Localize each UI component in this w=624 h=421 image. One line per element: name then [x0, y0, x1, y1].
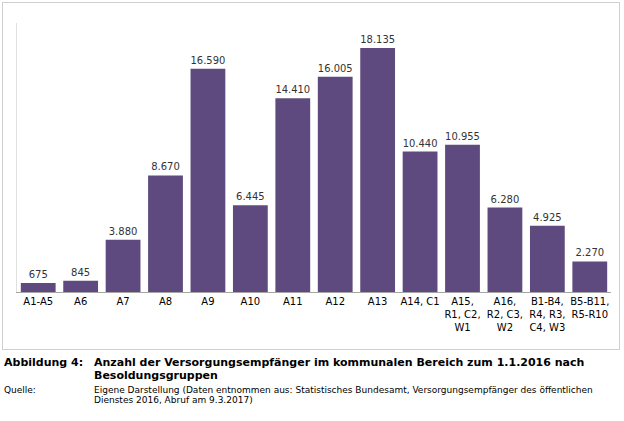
svg-text:A6: A6	[74, 296, 87, 307]
svg-text:16.005: 16.005	[318, 63, 353, 74]
svg-text:A8: A8	[159, 296, 172, 307]
svg-text:6.280: 6.280	[491, 194, 520, 205]
svg-text:A15,R1, C2,W1: A15,R1, C2,W1	[444, 296, 480, 333]
html-text:Eigene Darstellung (Daten entn: Eigene Darstellung (Daten entnommen aus:…	[94, 385, 593, 405]
html-text:Abbildung 4:: Abbildung 4:	[4, 356, 84, 369]
svg-text:A9: A9	[201, 296, 214, 307]
html-text:Quelle:: Quelle:	[4, 385, 36, 395]
svg-text:4.925: 4.925	[533, 212, 562, 223]
svg-text:A12: A12	[325, 296, 345, 307]
svg-text:675: 675	[29, 269, 48, 280]
svg-text:B1-B4,R4, R3,C4, W3: B1-B4,R4, R3,C4, W3	[529, 296, 565, 333]
html-text:Anzahl der Versorgungsempfänge: Anzahl der Versorgungsempfänger im kommu…	[94, 356, 585, 382]
svg-text:10.440: 10.440	[403, 138, 438, 149]
svg-text:A16,R2, C3,W2: A16,R2, C3,W2	[487, 296, 523, 333]
svg-text:A1-A5: A1-A5	[23, 296, 53, 307]
svg-text:14.410: 14.410	[275, 84, 310, 95]
svg-text:B5-B11,R5-R10: B5-B11,R5-R10	[570, 296, 609, 320]
svg-text:18.135: 18.135	[360, 34, 395, 45]
svg-text:2.270: 2.270	[575, 247, 604, 258]
svg-text:8.670: 8.670	[151, 161, 180, 172]
svg-text:6.445: 6.445	[236, 191, 265, 202]
svg-text:16.590: 16.590	[191, 55, 226, 66]
svg-text:10.955: 10.955	[445, 131, 480, 142]
svg-text:A13: A13	[368, 296, 388, 307]
svg-text:A10: A10	[241, 296, 261, 307]
svg-text:A7: A7	[116, 296, 129, 307]
svg-text:3.880: 3.880	[109, 226, 138, 237]
svg-text:A11: A11	[283, 296, 303, 307]
svg-text:A14, C1: A14, C1	[400, 296, 439, 307]
svg-text:845: 845	[71, 267, 90, 278]
